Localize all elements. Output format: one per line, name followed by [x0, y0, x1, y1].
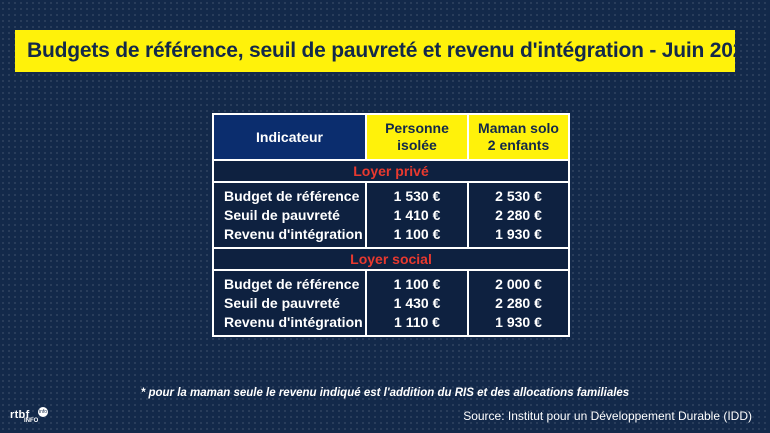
- value-cell: 2 280 €: [495, 206, 542, 223]
- personne-values: 1 100 € 1 430 € 1 110 €: [365, 269, 469, 337]
- section-row: Loyer privé: [212, 159, 570, 183]
- logo-brand: rtbf: [10, 409, 30, 421]
- header-personne-line2: isolée: [397, 137, 437, 153]
- maman-values: 2 000 € 2 280 € 1 930 €: [467, 269, 570, 337]
- header-maman-line2: 2 enfants: [487, 137, 550, 153]
- value-cell: 1 930 €: [495, 313, 542, 330]
- indicator-label: Seuil de pauvreté: [224, 294, 340, 311]
- value-cell: 1 930 €: [495, 225, 542, 242]
- indicator-labels: Budget de référence Seuil de pauvreté Re…: [212, 181, 367, 249]
- reference-table: Indicateur Personne isolée Maman solo 2 …: [212, 113, 570, 337]
- value-cell: 1 410 €: [393, 206, 441, 223]
- title-text: Budgets de référence, seuil de pauvreté …: [27, 39, 735, 62]
- section-loyer-social: Loyer social: [212, 247, 570, 271]
- logo-badge: info: [38, 407, 48, 417]
- value-cell: 1 110 €: [394, 313, 440, 330]
- section-row: Loyer social: [212, 247, 570, 271]
- header-indicateur: Indicateur: [212, 113, 367, 161]
- value-cell: 1 100 €: [393, 225, 441, 242]
- value-cell: 1 100 €: [393, 275, 441, 292]
- indicator-label: Revenu d'intégration: [224, 313, 363, 330]
- personne-values: 1 530 € 1 410 € 1 100 €: [365, 181, 469, 249]
- value-cell: 2 530 €: [495, 187, 542, 204]
- maman-values: 2 530 € 2 280 € 1 930 €: [467, 181, 570, 249]
- indicator-label: Budget de référence: [224, 187, 360, 204]
- data-block-loyer-social: Budget de référence Seuil de pauvreté Re…: [212, 269, 570, 337]
- section-loyer-prive: Loyer privé: [212, 159, 570, 183]
- title-banner: Budgets de référence, seuil de pauvreté …: [15, 30, 735, 72]
- logo-sub: INFO: [24, 418, 39, 424]
- source-credit: Source: Institut pour un Développement D…: [463, 409, 752, 423]
- value-cell: 1 530 €: [393, 187, 441, 204]
- header-personne-line1: Personne: [385, 120, 449, 136]
- header-row: Indicateur Personne isolée Maman solo 2 …: [212, 113, 570, 161]
- footnote: * pour la maman seule le revenu indiqué …: [140, 387, 630, 399]
- value-cell: 2 000 €: [495, 275, 542, 292]
- value-cell: 2 280 €: [495, 294, 542, 311]
- header-maman-line1: Maman solo: [478, 120, 559, 136]
- header-personne-isolee: Personne isolée: [365, 113, 469, 161]
- indicator-labels: Budget de référence Seuil de pauvreté Re…: [212, 269, 367, 337]
- header-maman-solo: Maman solo 2 enfants: [467, 113, 570, 161]
- rtbf-logo: rtbf info INFO: [10, 405, 58, 427]
- indicator-label: Revenu d'intégration: [224, 225, 363, 242]
- indicator-label: Budget de référence: [224, 275, 360, 292]
- data-block-loyer-prive: Budget de référence Seuil de pauvreté Re…: [212, 181, 570, 249]
- value-cell: 1 430 €: [393, 294, 441, 311]
- indicator-label: Seuil de pauvreté: [224, 206, 340, 223]
